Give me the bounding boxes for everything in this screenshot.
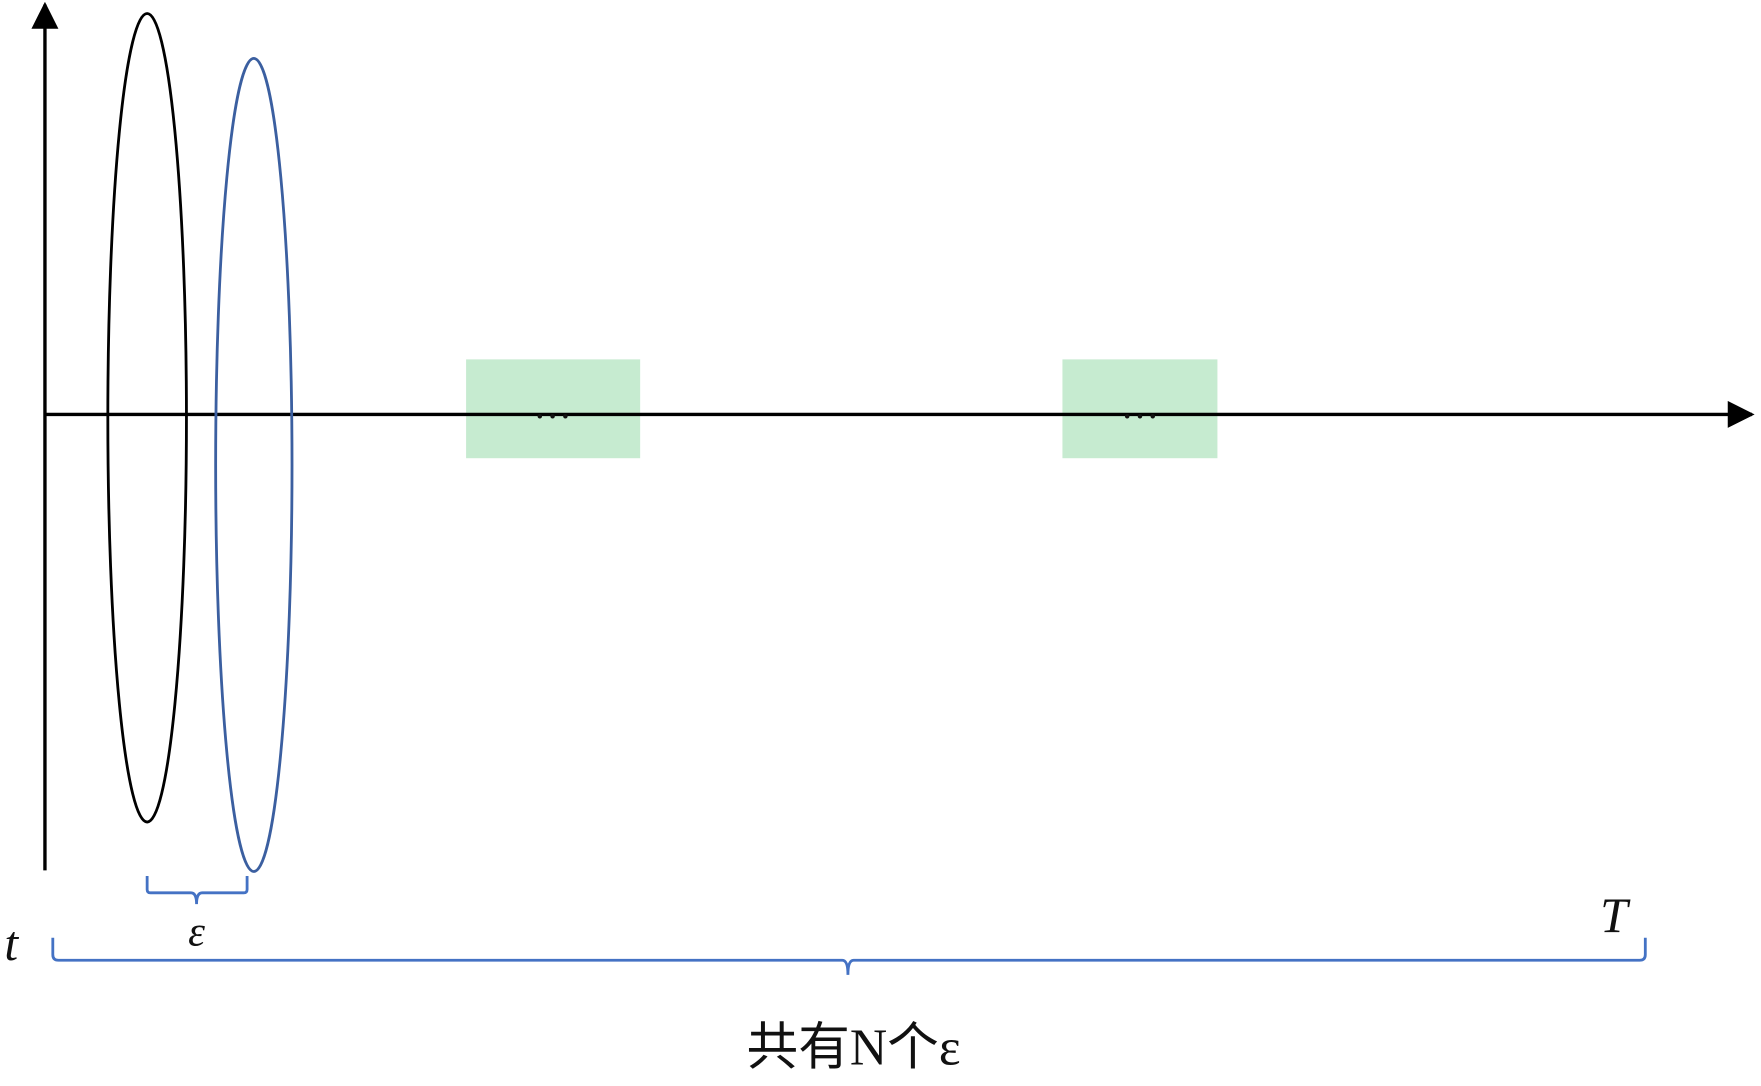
caption: 共有N个ε [747, 1020, 961, 1077]
gap-box [1062, 359, 1218, 459]
end-label: T [1600, 888, 1631, 943]
gap-box [466, 359, 641, 459]
gap-label: … [1121, 385, 1159, 427]
interval-label: ε [188, 909, 205, 956]
interval-brace [145, 875, 249, 905]
group-ellipse [106, 12, 188, 824]
total-brace [51, 937, 1647, 975]
group-ellipse [214, 56, 294, 873]
gap-label: … [533, 385, 571, 427]
origin-label: t [4, 916, 19, 971]
